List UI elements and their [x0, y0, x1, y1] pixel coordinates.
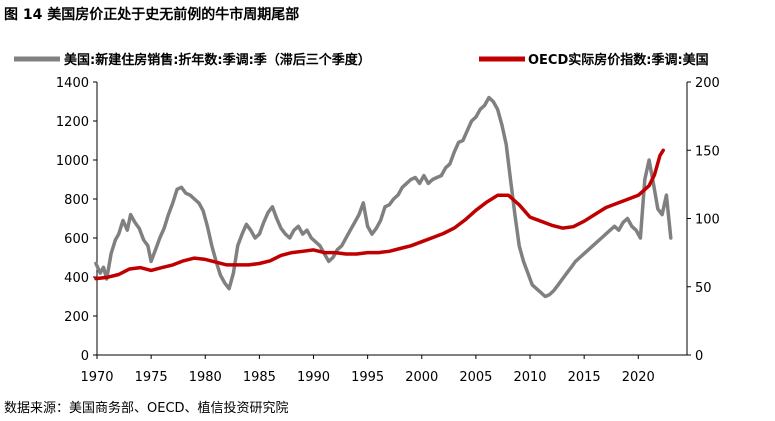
left-axis-tick-label: 0	[81, 349, 89, 364]
x-axis-tick-label: 2015	[568, 370, 601, 385]
x-axis-tick-label: 1990	[297, 370, 330, 385]
left-axis-tick-label: 1400	[56, 76, 89, 91]
x-axis-tick-label: 2010	[513, 370, 546, 385]
right-axis-tick-label: 150	[695, 144, 720, 159]
x-axis-tick-label: 1970	[80, 370, 113, 385]
right-axis-tick-label: 200	[695, 76, 720, 91]
x-axis-tick-label: 1995	[351, 370, 384, 385]
legend-label-housing-sales: 美国:新建住房销售:折年数:季调:季（滞后三个季度）	[64, 52, 371, 68]
x-axis-tick-label: 2000	[405, 370, 438, 385]
legend: 美国:新建住房销售:折年数:季调:季（滞后三个季度） OECD实际房价指数:季调…	[14, 52, 709, 68]
right-axis-tick-label: 100	[695, 213, 720, 228]
chart-title: 图 14 美国房价正处于史无前例的牛市周期尾部	[4, 7, 300, 23]
legend-label-oecd-price-index: OECD实际房价指数:季调:美国	[528, 52, 709, 68]
left-axis-tick-label: 1000	[56, 154, 89, 169]
x-axis-tick-label: 1975	[135, 370, 168, 385]
left-axis-tick-label: 400	[64, 271, 89, 286]
left-axis-tick-label: 800	[64, 193, 89, 208]
x-axis-tick-label: 1980	[189, 370, 222, 385]
right-axis-tick-label: 50	[695, 281, 712, 296]
x-axis-tick-label: 2005	[459, 370, 492, 385]
series-line-housing-sales	[94, 95, 673, 299]
left-axis-tick-label: 1200	[56, 115, 89, 130]
x-axis-tick-label: 2020	[622, 370, 655, 385]
source-note: 数据来源：美国商务部、OECD、植信投资研究院	[4, 401, 289, 416]
left-axis-tick-label: 200	[64, 310, 89, 325]
right-axis-tick-label: 0	[695, 349, 703, 364]
left-axis-tick-label: 600	[64, 232, 89, 247]
series-line-oecd-price-index	[94, 148, 665, 281]
x-axis-tick-label: 1985	[243, 370, 276, 385]
